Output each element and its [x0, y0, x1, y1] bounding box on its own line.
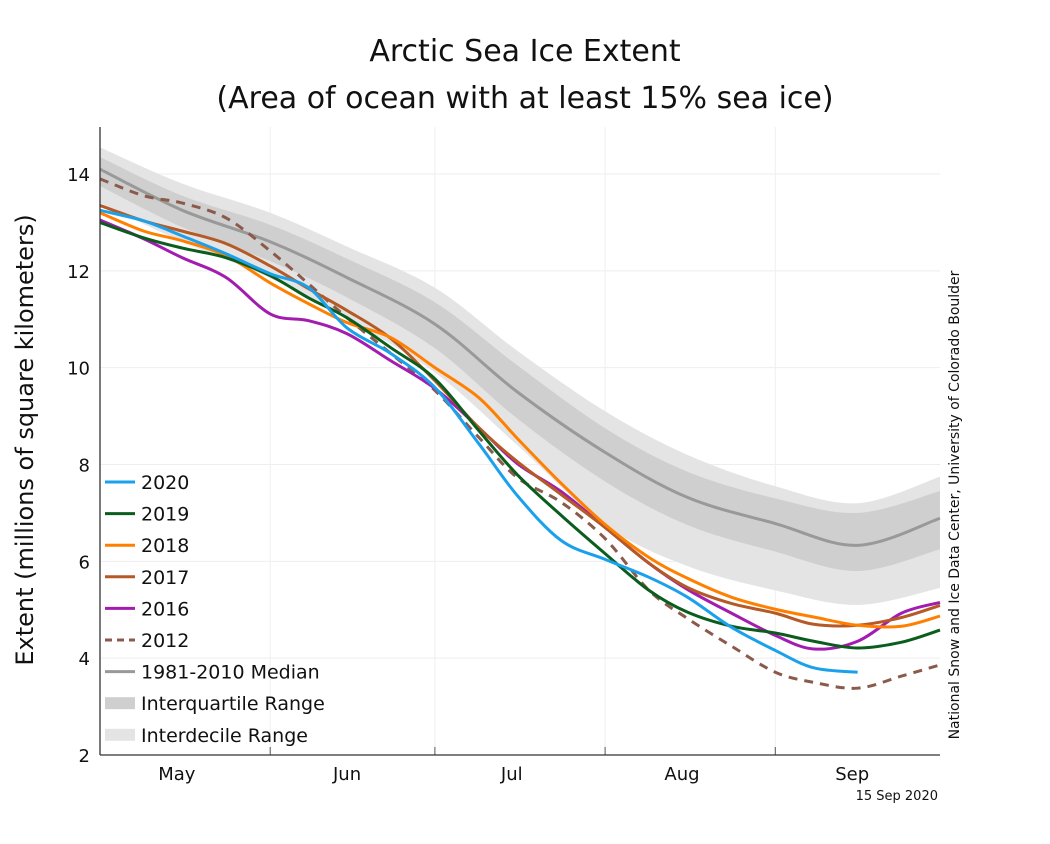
x-tick-label: May — [158, 764, 196, 785]
legend: 2020 2019 2018 2017 2016 2012 1981-2010 Median… — [105, 472, 325, 747]
y-tick-label: 6 — [79, 552, 90, 573]
y-tick-label: 14 — [67, 165, 90, 186]
series-line-2020 — [99, 208, 858, 674]
x-tick-label: Sep — [835, 764, 869, 785]
legend-label: 1981-2010 Median — [141, 662, 320, 684]
x-tick-label: Jun — [332, 764, 361, 785]
chart-title-line-1: Arctic Sea Ice Extent — [369, 34, 681, 69]
legend-label: 2017 — [141, 567, 189, 589]
date-stamp: 15 Sep 2020 — [856, 789, 938, 804]
x-tick-label: Aug — [664, 764, 699, 785]
series-line-2017 — [99, 204, 941, 628]
y-tick-label: 4 — [79, 649, 90, 670]
median-line — [99, 167, 941, 547]
y-tick-label: 8 — [79, 456, 90, 477]
legend-item: Interdecile Range — [105, 725, 308, 747]
legend-label: 2018 — [141, 535, 189, 557]
x-tick-label: Jul — [500, 764, 523, 785]
legend-label: 2012 — [141, 630, 189, 652]
series-line-2016 — [99, 218, 941, 651]
legend-item: 2019 — [105, 504, 189, 526]
legend-label: Interdecile Range — [141, 725, 308, 747]
credit-text: National Snow and Ice Data Center, Unive… — [947, 270, 963, 739]
legend-item: 1981-2010 Median — [105, 662, 320, 684]
legend-swatch — [105, 728, 135, 741]
y-tick-label: 10 — [67, 359, 90, 380]
legend-item: 2018 — [105, 535, 189, 557]
legend-label: 2019 — [141, 504, 189, 526]
y-tick-label: 2 — [79, 746, 90, 767]
legend-label: 2020 — [141, 472, 189, 494]
legend-item: 2020 — [105, 472, 189, 494]
legend-item: 2017 — [105, 567, 189, 589]
chart-title-line-2: (Area of ocean with at least 15% sea ice… — [216, 81, 833, 116]
legend-item: 2012 — [105, 630, 189, 652]
series-lines — [99, 167, 941, 690]
series-line-2019 — [99, 221, 941, 650]
y-axis-label: Extent (millions of square kilometers) — [11, 214, 39, 665]
legend-item: Interquartile Range — [105, 693, 325, 715]
legend-label: Interquartile Range — [141, 693, 325, 715]
legend-label: 2016 — [141, 598, 189, 620]
axes: 2 4 6 8 10 12 14 May Jun Jul Aug Sep — [67, 127, 940, 785]
series-line-2012 — [99, 177, 941, 690]
legend-item: 2016 — [105, 598, 189, 620]
legend-swatch — [105, 697, 135, 710]
y-tick-label: 12 — [67, 262, 90, 283]
